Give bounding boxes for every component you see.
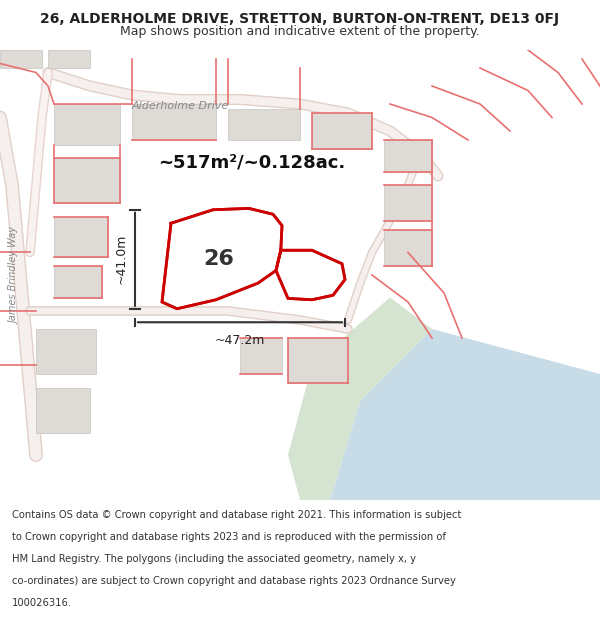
Polygon shape: [276, 250, 345, 300]
Text: ~47.2m: ~47.2m: [215, 334, 265, 346]
Text: HM Land Registry. The polygons (including the associated geometry, namely x, y: HM Land Registry. The polygons (includin…: [12, 554, 416, 564]
Polygon shape: [162, 208, 282, 309]
Text: Map shows position and indicative extent of the property.: Map shows position and indicative extent…: [120, 24, 480, 38]
Text: 26: 26: [203, 249, 235, 269]
Text: Contains OS data © Crown copyright and database right 2021. This information is : Contains OS data © Crown copyright and d…: [12, 510, 461, 520]
Text: ~517m²/~0.128ac.: ~517m²/~0.128ac.: [158, 154, 346, 171]
Text: Alderholme Drive: Alderholme Drive: [131, 101, 229, 111]
Text: 100026316.: 100026316.: [12, 598, 72, 608]
Text: to Crown copyright and database rights 2023 and is reproduced with the permissio: to Crown copyright and database rights 2…: [12, 532, 446, 542]
Text: 26, ALDERHOLME DRIVE, STRETTON, BURTON-ON-TRENT, DE13 0FJ: 26, ALDERHOLME DRIVE, STRETTON, BURTON-O…: [40, 12, 560, 26]
Text: ~41.0m: ~41.0m: [115, 234, 128, 284]
Text: co-ordinates) are subject to Crown copyright and database rights 2023 Ordnance S: co-ordinates) are subject to Crown copyr…: [12, 576, 456, 586]
Text: James Brindley Way: James Brindley Way: [10, 226, 20, 324]
